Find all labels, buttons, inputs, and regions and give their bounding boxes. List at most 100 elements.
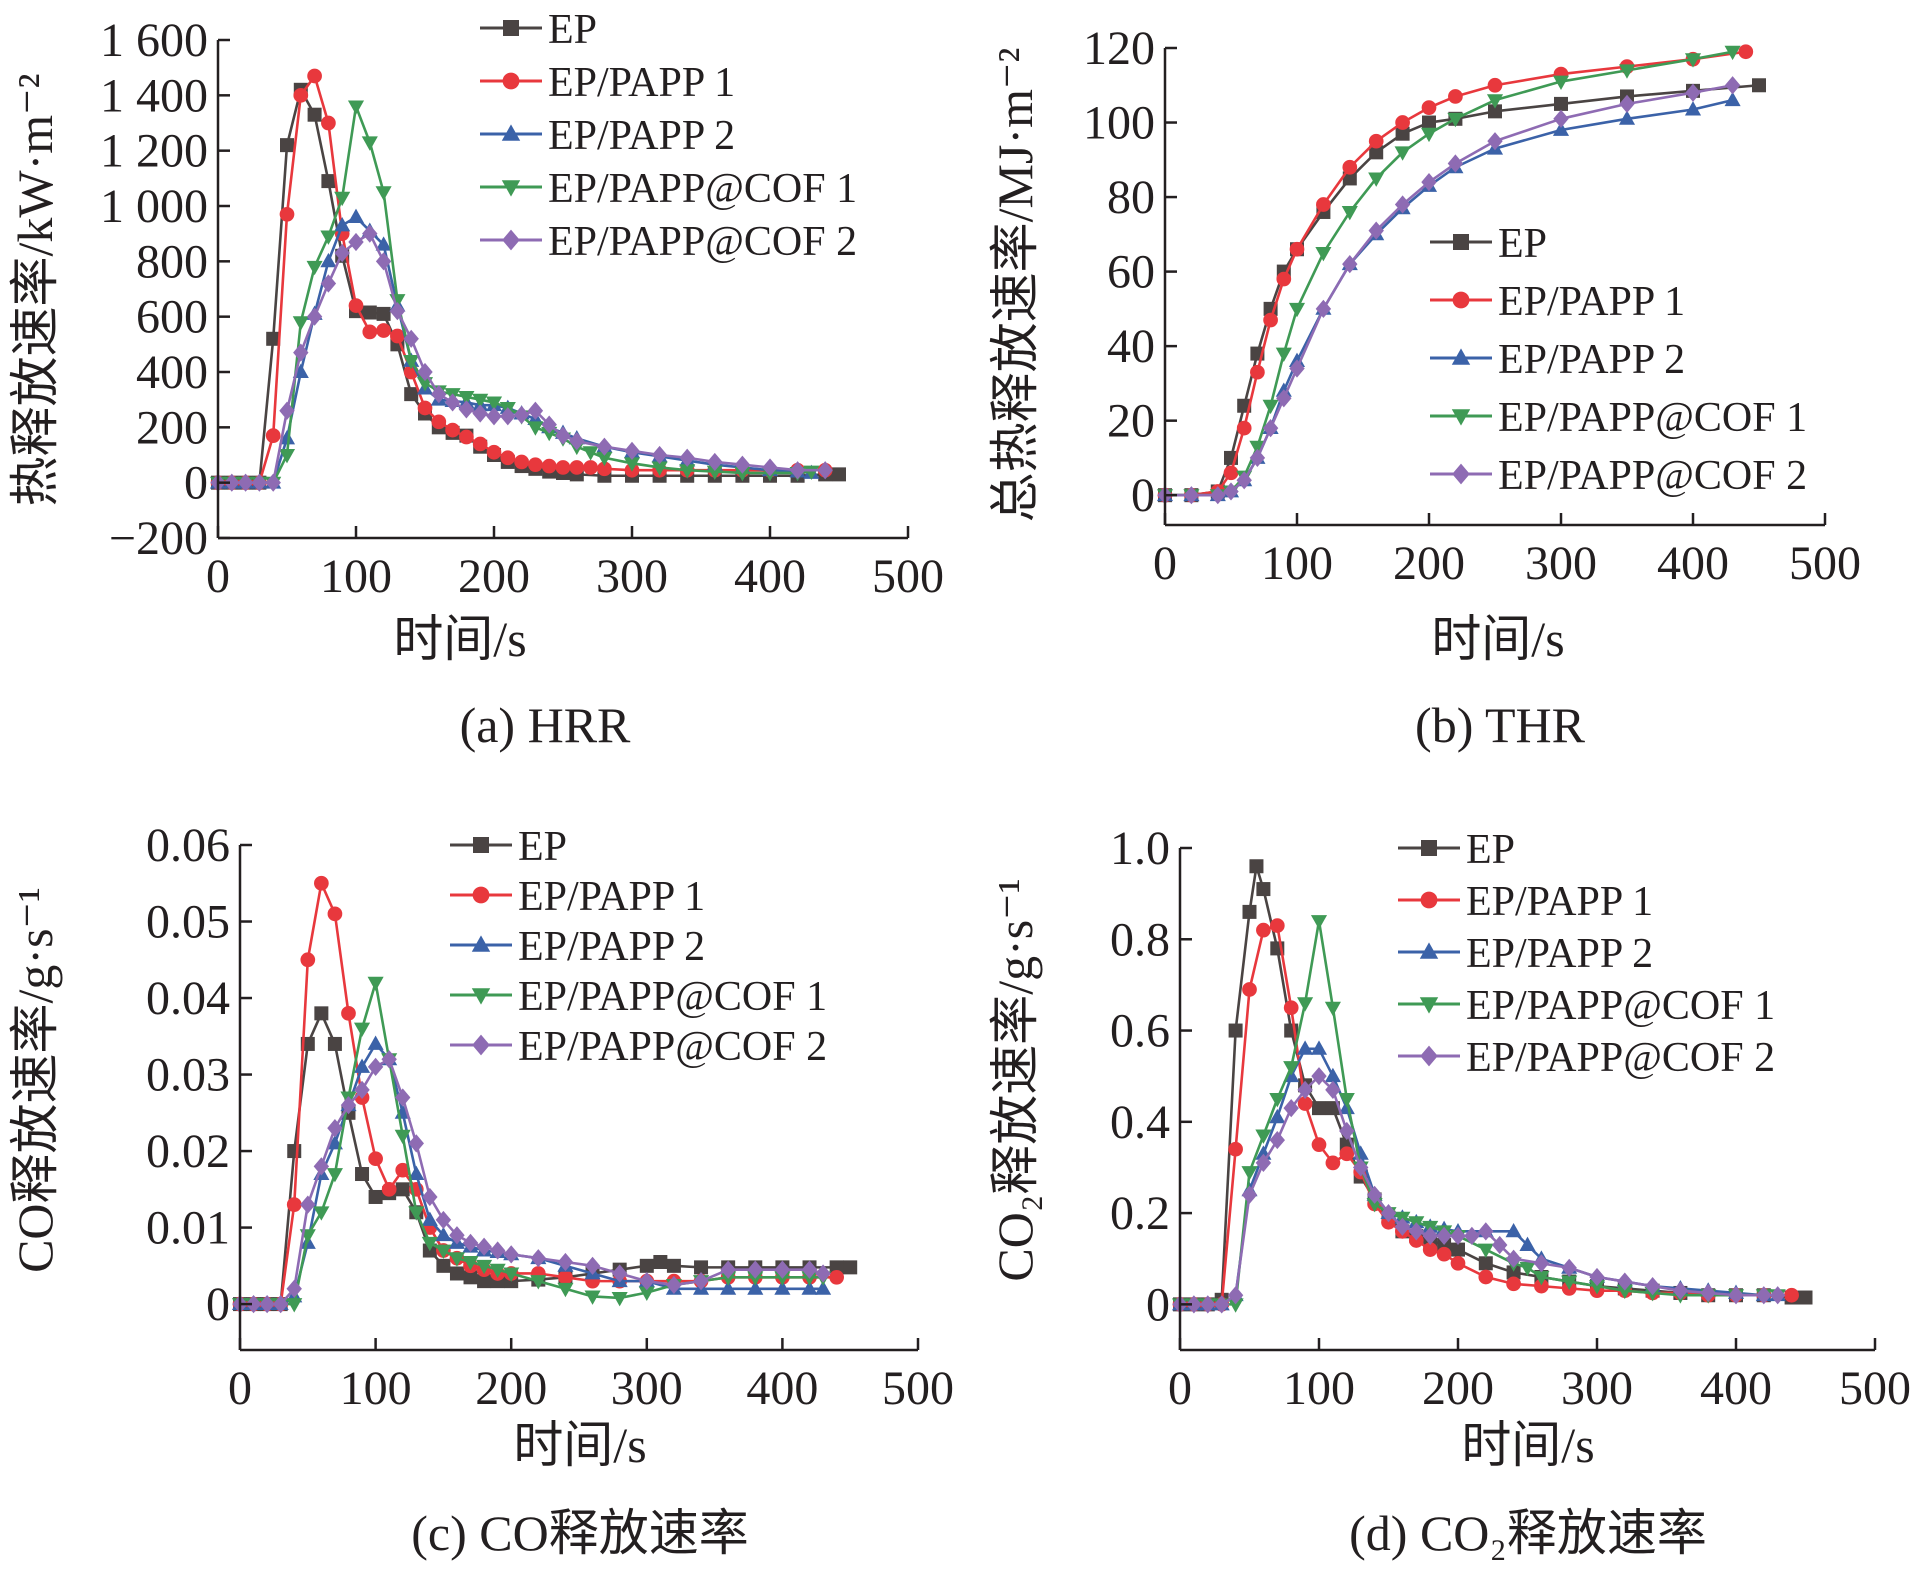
thr-legend-marker xyxy=(1453,234,1469,250)
thr-data-point xyxy=(1488,104,1502,119)
hrr-data-point xyxy=(347,208,365,224)
hrr-legend-label: EP/PAPP 2 xyxy=(548,113,735,159)
hrr-data-point xyxy=(762,458,778,477)
co2-data-point xyxy=(1310,915,1328,930)
thr-data-point xyxy=(1210,486,1226,505)
co2-x-tick-label: 100 xyxy=(1283,1362,1355,1415)
thr-y-tick-label: 120 xyxy=(1083,22,1155,75)
hrr-legend-marker xyxy=(503,20,519,36)
co-data-point xyxy=(353,1022,371,1038)
thr-data-point xyxy=(1275,347,1292,362)
co-data-point xyxy=(421,1211,438,1226)
hrr-data-point xyxy=(431,385,447,404)
co-data-point xyxy=(408,1165,425,1180)
co-data-point xyxy=(476,1237,492,1256)
co2-data-point xyxy=(1506,1265,1521,1280)
thr-data-point xyxy=(1342,171,1357,186)
co2-data-point xyxy=(1269,1093,1286,1108)
co2-data-point xyxy=(1533,1271,1550,1286)
co2-data-point xyxy=(1241,1185,1258,1204)
hrr-data-point xyxy=(651,445,668,465)
hrr-data-point xyxy=(334,243,350,263)
hrr-data-point xyxy=(500,450,516,466)
thr-x-axis-label: 时间/s xyxy=(1431,611,1564,667)
co-data-point xyxy=(245,1294,262,1314)
co-legend-marker xyxy=(471,988,491,1005)
co-data-point xyxy=(300,952,316,968)
thr-data-point xyxy=(1487,132,1503,151)
co-legend-item: EP/PAPP 2 xyxy=(450,924,705,970)
hrr-legend-label: EP/PAPP 1 xyxy=(548,60,735,106)
hrr-data-point xyxy=(582,446,599,461)
thr-data-point xyxy=(1618,110,1636,125)
hrr-data-point xyxy=(707,452,723,472)
co2-legend-label: EP/PAPP 1 xyxy=(1466,879,1653,925)
thr-data-point xyxy=(1684,101,1702,116)
thr-plot-area xyxy=(1156,44,1766,505)
thr-legend-label: EP xyxy=(1498,221,1547,267)
co2-data-point xyxy=(1249,859,1264,874)
hrr-caption: (a) HRR xyxy=(460,697,631,753)
hrr-series-4 xyxy=(210,224,833,492)
co2-data-point xyxy=(1256,882,1271,897)
hrr-data-point xyxy=(541,458,557,474)
co-y-tick-label: 0.02 xyxy=(146,1125,230,1178)
hrr-data-point xyxy=(528,457,543,473)
co-legend-label: EP/PAPP@COF 2 xyxy=(518,1024,827,1070)
hrr-data-point xyxy=(334,191,351,207)
co-y-tick-label: 0.06 xyxy=(146,819,230,872)
hrr-data-point xyxy=(444,393,461,412)
co-data-point xyxy=(354,1080,370,1099)
co-data-point xyxy=(353,1058,371,1073)
co-data-point xyxy=(666,1258,681,1273)
co2-axes: 0 100 200 300 400 500 0 0.2 0.4 0.6 0.8 1.0 xyxy=(1110,822,1911,1415)
thr-data-point xyxy=(1487,77,1503,93)
co2-data-point xyxy=(1200,1295,1216,1314)
co2-data-point xyxy=(1312,1101,1326,1116)
co-data-point xyxy=(815,1280,832,1295)
thr-data-point xyxy=(1342,255,1358,274)
co-data-point xyxy=(653,1255,668,1270)
thr-x-tick-label: 0 xyxy=(1153,537,1177,590)
co2-series-4 xyxy=(1172,1067,1786,1314)
co2-data-point xyxy=(1311,1067,1327,1086)
co2-data-point xyxy=(1478,1222,1494,1241)
thr-data-point xyxy=(1262,419,1279,438)
hrr-data-point xyxy=(555,460,571,475)
co2-caption: (d) CO₂释放速率 xyxy=(1349,1505,1707,1561)
co-x-tick-label: 100 xyxy=(340,1362,412,1415)
hrr-legend-marker xyxy=(501,124,521,141)
co-data-point xyxy=(463,1270,478,1285)
hrr-y-tick-label: 1 200 xyxy=(100,125,208,178)
co-data-point xyxy=(476,1259,493,1275)
co2-data-point xyxy=(1228,1023,1243,1038)
co-data-point xyxy=(422,1187,438,1207)
thr-data-point xyxy=(1315,247,1332,262)
co-data-point xyxy=(368,1189,383,1204)
panel-co2: 0 100 200 300 400 500 0 0.2 0.4 0.6 0.8 1.0 时间/s CO… xyxy=(987,822,1911,1561)
co-y-tick-label: 0.04 xyxy=(146,972,230,1025)
hrr-data-point xyxy=(679,464,696,479)
thr-data-point xyxy=(1684,53,1702,68)
co-data-point xyxy=(381,1050,397,1069)
hrr-data-point xyxy=(293,87,309,103)
thr-data-point xyxy=(1552,121,1570,136)
hrr-y-tick-label: 200 xyxy=(136,401,208,454)
hrr-data-point xyxy=(404,387,419,402)
hrr-data-point xyxy=(307,68,322,84)
co2-x-tick-label: 200 xyxy=(1422,1362,1494,1415)
co-y-tick-label: 0 xyxy=(206,1278,230,1331)
hrr-x-tick-label: 500 xyxy=(872,550,944,603)
co2-data-point xyxy=(1589,1267,1605,1287)
thr-data-point xyxy=(1724,45,1741,61)
hrr-data-point xyxy=(376,323,391,338)
co2-data-point xyxy=(1269,1108,1286,1124)
co-data-point xyxy=(774,1280,791,1295)
thr-data-point xyxy=(1250,364,1265,380)
thr-legend-item: EP/PAPP@COF 2 xyxy=(1430,453,1807,499)
hrr-data-point xyxy=(623,457,641,472)
co-data-point xyxy=(448,1252,466,1267)
co-data-point xyxy=(611,1264,628,1283)
hrr-x-tick-label: 300 xyxy=(596,550,668,603)
